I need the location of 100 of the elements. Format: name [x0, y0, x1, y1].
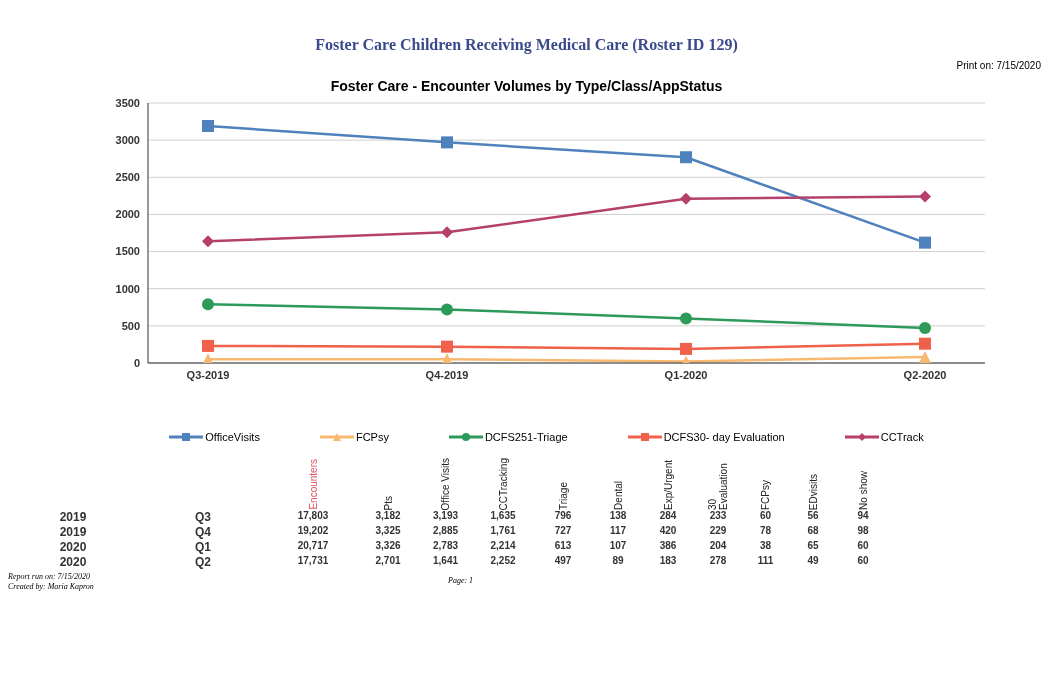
- text: Foster Care Children Receiving Medical Care (Roster ID 129): [314, 35, 739, 54]
- text: Q1: [194, 540, 211, 554]
- category-label: CCTracking: [497, 457, 509, 510]
- text: 420: [659, 525, 677, 536]
- text: 56: [807, 510, 819, 521]
- x-tick-label: Q2-2020: [903, 368, 947, 381]
- text: 38: [759, 540, 772, 551]
- text: 3,193: [432, 510, 459, 521]
- category-label: No show: [857, 471, 869, 510]
- y-tick-label: 3500: [115, 96, 140, 109]
- text: 107: [609, 540, 627, 551]
- text: 2020: [59, 555, 87, 569]
- y-tick-label: 3000: [115, 134, 140, 147]
- text: 278: [709, 555, 727, 566]
- text: 17,731: [297, 555, 329, 566]
- y-tick-label: 2500: [115, 171, 140, 184]
- text: 284: [659, 510, 677, 521]
- text: 111: [757, 555, 774, 566]
- text: 497: [554, 555, 572, 566]
- text: 17,803: [297, 510, 329, 521]
- y-tick-label: 1000: [115, 282, 140, 295]
- category-label: FCPsy: [760, 480, 771, 510]
- text: 68: [807, 525, 819, 536]
- text: 3,326: [375, 540, 401, 551]
- chart-title: Foster Care - Encounter Volumes by Type/Class/AppStatus: [329, 78, 724, 96]
- text: 204: [709, 540, 727, 551]
- text: 49: [807, 555, 819, 566]
- point: [202, 120, 214, 133]
- text: Created by: Maria Kapron: [8, 582, 94, 591]
- legend-label: FCPsy: [355, 431, 389, 443]
- category-label: Encounters: [307, 459, 319, 510]
- text: 1,761: [490, 525, 516, 536]
- point: [441, 136, 453, 149]
- text: 94: [857, 510, 869, 521]
- text: Q4: [194, 525, 211, 539]
- text: 20,717: [297, 540, 329, 551]
- legend-label: CCTrack: [880, 431, 924, 443]
- x-tick-label: Q3-2019: [186, 368, 230, 381]
- text: 19,202: [297, 525, 329, 536]
- y-tick-label: 0: [133, 356, 140, 369]
- point: [680, 312, 692, 325]
- text: 3,325: [375, 525, 401, 536]
- y-tick-label: 500: [121, 319, 140, 332]
- category-label: Dental: [612, 481, 624, 510]
- text: 98: [857, 525, 869, 536]
- text: 2,885: [432, 525, 459, 536]
- legend-label: DCFS30- day Evaluation: [663, 431, 785, 443]
- text: 229: [709, 525, 727, 536]
- category-label: Triage: [557, 482, 569, 510]
- text: Q3: [194, 510, 211, 524]
- text: 3,182: [375, 510, 401, 521]
- x-tick-label: Q1-2020: [664, 368, 708, 381]
- text: Report run on: 7/15/2020: [8, 572, 90, 581]
- text: 2020: [59, 540, 87, 554]
- text: 60: [857, 555, 869, 566]
- category-label: Pts: [382, 495, 394, 510]
- text: 117: [609, 525, 627, 536]
- text: 89: [612, 555, 624, 566]
- text: 2019: [59, 525, 87, 539]
- point: [202, 298, 214, 311]
- text: 2,252: [490, 555, 516, 566]
- point: [919, 337, 931, 350]
- legend-label: DCFS251-Triage: [484, 431, 568, 443]
- point: [202, 235, 214, 248]
- text: 727: [554, 525, 572, 536]
- point: [680, 342, 692, 355]
- text: 2019: [59, 510, 87, 524]
- point: [441, 226, 453, 239]
- text: 386: [659, 540, 677, 551]
- text: Q2: [194, 555, 211, 569]
- category-label: EDvisits: [807, 473, 819, 510]
- text: 60: [759, 510, 772, 521]
- text: 1,635: [490, 510, 516, 521]
- point: [919, 190, 931, 203]
- text: 78: [759, 525, 772, 536]
- category-label: Office Visits: [440, 457, 451, 510]
- text: 613: [554, 540, 572, 551]
- text: Print on: 7/15/2020: [956, 60, 1041, 71]
- point: [202, 339, 214, 352]
- text: 138: [609, 510, 627, 521]
- text: 60: [857, 540, 869, 551]
- point: [919, 322, 931, 335]
- category-label: Exp/Urgent: [662, 459, 674, 510]
- text: 2,701: [375, 555, 401, 566]
- legend-label: OfficeVisits: [205, 431, 260, 443]
- text: 65: [807, 540, 819, 551]
- text: 233: [709, 510, 727, 521]
- text: 183: [659, 555, 677, 566]
- point: [441, 303, 453, 316]
- y-tick-label: 1500: [115, 245, 140, 258]
- text: 2,214: [490, 540, 516, 551]
- category-label: 30 Evaluation: [707, 462, 729, 510]
- y-tick-label: 2000: [115, 208, 140, 221]
- text: 1,641: [432, 555, 459, 566]
- point: [680, 151, 692, 164]
- point: [441, 340, 453, 353]
- point: [919, 236, 931, 249]
- text: 796: [554, 510, 572, 521]
- text: Page: 1: [448, 576, 474, 585]
- point: [919, 351, 931, 363]
